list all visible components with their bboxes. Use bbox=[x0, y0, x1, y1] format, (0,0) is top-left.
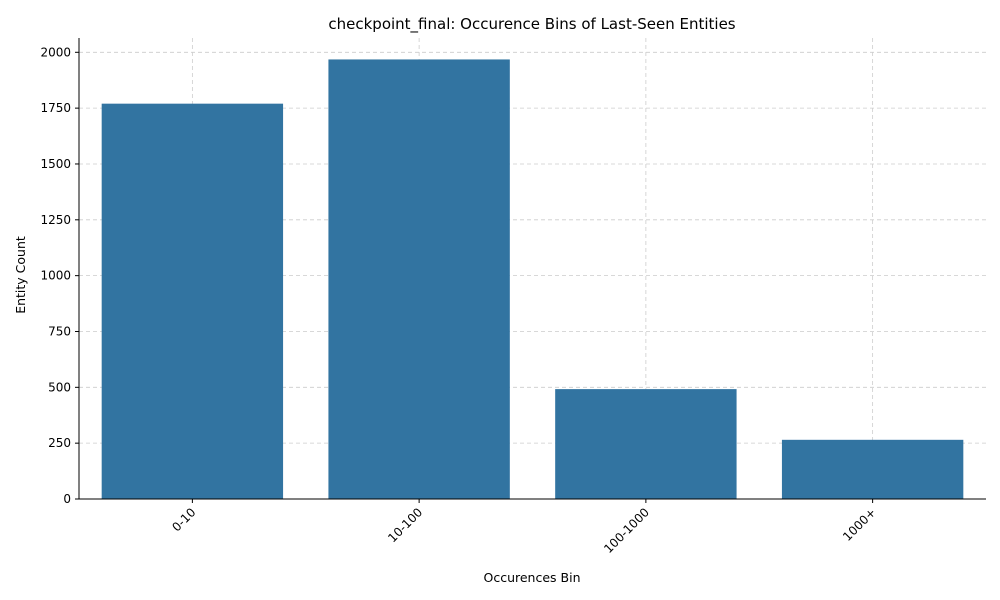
y-tick-label: 2000 bbox=[40, 45, 71, 59]
y-tick-label: 1750 bbox=[40, 101, 71, 115]
bars bbox=[101, 59, 964, 499]
y-tick-label: 1250 bbox=[40, 213, 71, 227]
y-tick-label: 0 bbox=[63, 492, 71, 506]
bar-100-1000 bbox=[555, 389, 737, 499]
x-tick-label: 10-100 bbox=[385, 505, 425, 545]
x-tick-label: 1000+ bbox=[840, 505, 879, 544]
y-tick-label: 750 bbox=[48, 324, 71, 338]
x-tick-label: 0-10 bbox=[169, 505, 198, 534]
bar-0-10 bbox=[101, 103, 284, 499]
bar-10-100 bbox=[328, 59, 510, 499]
bar-1000+ bbox=[781, 439, 964, 499]
x-tick-label: 100-1000 bbox=[601, 505, 652, 556]
y-tick-label: 500 bbox=[48, 380, 71, 394]
chart-title: checkpoint_final: Occurence Bins of Last… bbox=[328, 15, 735, 34]
x-axis-label: Occurences Bin bbox=[483, 570, 580, 585]
y-tick-label: 1500 bbox=[40, 157, 71, 171]
y-axis-label: Entity Count bbox=[13, 236, 28, 314]
y-tick-label: 1000 bbox=[40, 269, 71, 283]
y-tick-label: 250 bbox=[48, 436, 71, 450]
